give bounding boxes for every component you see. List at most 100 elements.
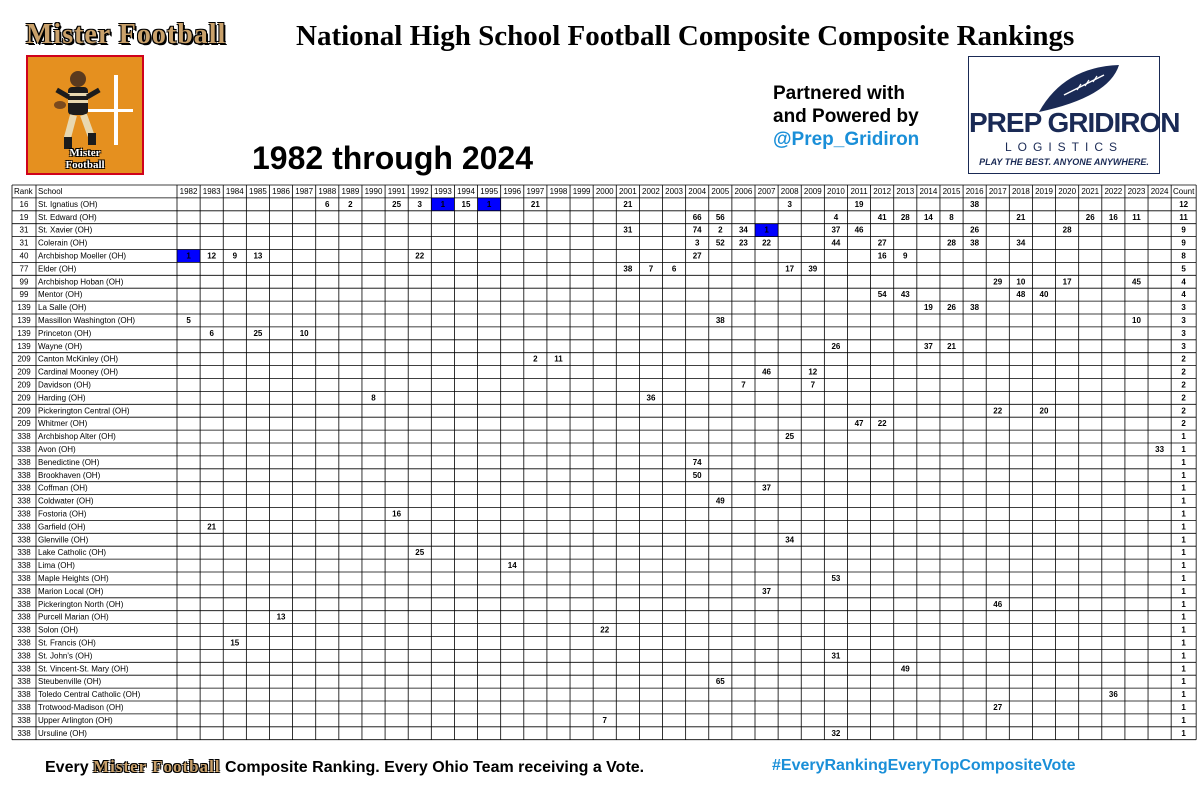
ranking-value: 3 bbox=[787, 200, 792, 209]
row-count: 1 bbox=[1181, 522, 1186, 531]
row-school: Davidson (OH) bbox=[38, 380, 91, 389]
ranking-value: 9 bbox=[903, 251, 908, 260]
row-count: 1 bbox=[1181, 703, 1186, 712]
ranking-value: 21 bbox=[623, 200, 632, 209]
ranking-value: 22 bbox=[878, 419, 887, 428]
football-icon bbox=[1039, 65, 1119, 112]
row-rank: 31 bbox=[20, 226, 29, 235]
row-school: Lima (OH) bbox=[38, 561, 75, 570]
ranking-value: 15 bbox=[462, 200, 471, 209]
row-count: 4 bbox=[1181, 290, 1186, 299]
row-school: Harding (OH) bbox=[38, 393, 86, 402]
row-count: 1 bbox=[1181, 509, 1186, 518]
row-rank: 139 bbox=[17, 303, 31, 312]
row-rank: 77 bbox=[20, 264, 29, 273]
ranking-value: 11 bbox=[554, 355, 563, 364]
ranking-value: 7 bbox=[602, 716, 607, 725]
row-count: 5 bbox=[1181, 264, 1186, 273]
ranking-value: 9 bbox=[233, 251, 238, 260]
page-title: National High School Football Composite … bbox=[296, 20, 1075, 52]
ranking-value: 37 bbox=[924, 342, 933, 351]
header-year-2022: 2022 bbox=[1104, 187, 1122, 196]
ranking-value: 38 bbox=[716, 316, 725, 325]
ranking-value: 50 bbox=[693, 471, 702, 480]
number-one-cell bbox=[755, 223, 779, 237]
row-rank: 209 bbox=[17, 393, 31, 402]
row-rank: 338 bbox=[17, 445, 31, 454]
ranking-value: 2 bbox=[533, 355, 538, 364]
header-year-2004: 2004 bbox=[688, 187, 706, 196]
row-count: 2 bbox=[1181, 419, 1186, 428]
row-school: Avon (OH) bbox=[38, 445, 76, 454]
ranking-value: 10 bbox=[300, 329, 309, 338]
row-rank: 338 bbox=[17, 626, 31, 635]
header-year-2007: 2007 bbox=[758, 187, 776, 196]
header-year-1983: 1983 bbox=[203, 187, 221, 196]
row-rank: 338 bbox=[17, 497, 31, 506]
row-rank: 209 bbox=[17, 368, 31, 377]
ranking-value: 38 bbox=[970, 200, 979, 209]
header-year-1986: 1986 bbox=[272, 187, 290, 196]
row-rank: 338 bbox=[17, 703, 31, 712]
row-rank: 338 bbox=[17, 651, 31, 660]
row-school: Garfield (OH) bbox=[38, 522, 86, 531]
row-rank: 19 bbox=[20, 213, 29, 222]
row-rank: 338 bbox=[17, 638, 31, 647]
row-count: 1 bbox=[1181, 484, 1186, 493]
ranking-value: 8 bbox=[371, 393, 376, 402]
header-year-2008: 2008 bbox=[781, 187, 799, 196]
row-count: 4 bbox=[1181, 277, 1186, 286]
ranking-value: 26 bbox=[831, 342, 840, 351]
ranking-value: 6 bbox=[672, 264, 677, 273]
row-school: Mentor (OH) bbox=[38, 290, 83, 299]
ranking-value: 7 bbox=[811, 380, 816, 389]
header-year-2006: 2006 bbox=[735, 187, 753, 196]
ranking-value: 8 bbox=[949, 213, 954, 222]
header-year-1991: 1991 bbox=[388, 187, 406, 196]
row-rank: 338 bbox=[17, 690, 31, 699]
ranking-value: 53 bbox=[831, 574, 840, 583]
row-school: Canton McKinley (OH) bbox=[38, 355, 118, 364]
ranking-value: 36 bbox=[1109, 690, 1118, 699]
footer-prefix: Every bbox=[45, 759, 89, 776]
ranking-value: 27 bbox=[993, 703, 1002, 712]
header-school: School bbox=[38, 187, 63, 196]
row-school: Steubenville (OH) bbox=[38, 677, 101, 686]
row-rank: 99 bbox=[20, 290, 29, 299]
row-school: Coldwater (OH) bbox=[38, 497, 94, 506]
header-year-2021: 2021 bbox=[1081, 187, 1099, 196]
row-count: 11 bbox=[1179, 213, 1188, 222]
ranking-value: 37 bbox=[762, 587, 771, 596]
ranking-value: 22 bbox=[415, 251, 424, 260]
row-rank: 338 bbox=[17, 716, 31, 725]
ranking-value: 16 bbox=[392, 509, 401, 518]
ranking-value: 66 bbox=[693, 213, 702, 222]
ranking-value: 74 bbox=[693, 226, 702, 235]
row-rank: 338 bbox=[17, 509, 31, 518]
ranking-value: 16 bbox=[1109, 213, 1118, 222]
header-year-1993: 1993 bbox=[434, 187, 452, 196]
ranking-value: 16 bbox=[878, 251, 887, 260]
row-rank: 139 bbox=[17, 316, 31, 325]
ranking-value: 7 bbox=[741, 380, 746, 389]
ranking-value: 1 bbox=[764, 226, 769, 235]
partner-handle[interactable]: @Prep_Gridiron bbox=[773, 129, 920, 150]
row-school: Marion Local (OH) bbox=[38, 587, 104, 596]
row-count: 3 bbox=[1181, 303, 1186, 312]
ranking-value: 28 bbox=[947, 239, 956, 248]
ranking-value: 52 bbox=[716, 239, 725, 248]
row-count: 1 bbox=[1181, 561, 1186, 570]
row-count: 3 bbox=[1181, 329, 1186, 338]
ranking-value: 2 bbox=[348, 200, 353, 209]
ranking-value: 39 bbox=[808, 264, 817, 273]
row-count: 1 bbox=[1181, 445, 1186, 454]
row-rank: 209 bbox=[17, 419, 31, 428]
ranking-value: 19 bbox=[855, 200, 864, 209]
header-year-1994: 1994 bbox=[457, 187, 475, 196]
partner-logo-tagline: PLAY THE BEST. ANYONE ANYWHERE. bbox=[979, 157, 1149, 167]
footer-hashtag[interactable]: #EveryRankingEveryTopCompositeVote bbox=[772, 757, 1076, 774]
ranking-value: 7 bbox=[649, 264, 654, 273]
row-rank: 40 bbox=[20, 251, 29, 260]
ranking-value: 21 bbox=[207, 522, 216, 531]
header-year-2005: 2005 bbox=[711, 187, 729, 196]
